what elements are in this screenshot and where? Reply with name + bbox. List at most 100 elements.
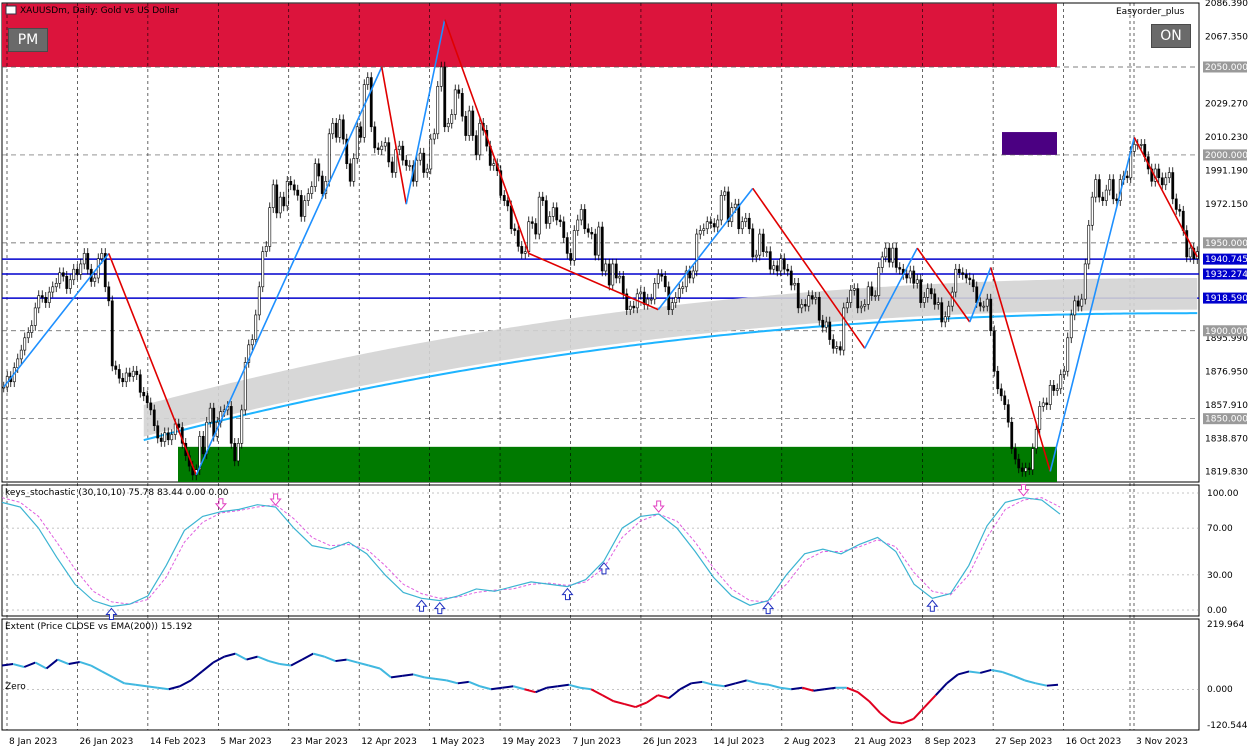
candle-body [824, 321, 828, 328]
candle-body [376, 147, 380, 150]
extent-segment [357, 661, 370, 667]
candle-body [121, 377, 125, 383]
candle-body [429, 138, 433, 170]
zigzag-segment [864, 247, 918, 349]
candle-body [544, 200, 548, 224]
extent-segment [435, 677, 447, 682]
candle-body [709, 221, 713, 224]
extent-segment [413, 673, 425, 679]
pm-button[interactable]: PM [8, 28, 48, 52]
zigzag-segment [1049, 137, 1136, 472]
candle-body [152, 409, 156, 427]
time-axis-label: 14 Feb 2023 [150, 737, 206, 747]
price-tag [1203, 268, 1247, 280]
candle-body [93, 277, 97, 282]
candle-body [149, 402, 153, 411]
candle-body [660, 274, 664, 277]
price-tag [1203, 149, 1247, 161]
candle-body [821, 319, 825, 328]
candle-body [285, 180, 289, 207]
zigzag-segment [405, 19, 446, 205]
candle-body [397, 145, 401, 150]
buy-arrow-icon [561, 587, 574, 601]
candle-body [793, 282, 797, 286]
candle-body [110, 300, 114, 367]
zigzag-segment [989, 267, 1052, 472]
candle-body [16, 358, 20, 368]
candle-body [1017, 458, 1021, 469]
candle-body [961, 272, 965, 275]
candle-body [1083, 263, 1087, 300]
candle-body [341, 119, 345, 140]
candle-body [632, 305, 636, 309]
candle-body [474, 135, 478, 156]
candle-body [936, 302, 940, 305]
extent-segment [579, 686, 592, 691]
candle-body [908, 270, 912, 279]
candle-body [814, 297, 818, 300]
candle-body [173, 423, 177, 435]
candle-body [698, 230, 702, 235]
time-axis-label: 21 Aug 2023 [854, 737, 912, 747]
extent-segment [379, 667, 392, 679]
candle-body [982, 305, 986, 308]
candle-body [117, 369, 121, 379]
candle-body [618, 275, 622, 279]
candle-body [446, 122, 450, 128]
on-button[interactable]: ON [1151, 24, 1191, 48]
extent-segment [90, 664, 103, 673]
candle-body [1101, 196, 1105, 201]
candle-body [639, 291, 643, 295]
time-axis-label: 26 Jan 2023 [79, 737, 133, 747]
extent-segment [768, 683, 781, 689]
extent-segment [135, 683, 147, 688]
extent-segment [368, 664, 381, 670]
candle-body [268, 207, 272, 247]
extent-segment [279, 663, 292, 667]
extent-segment [224, 652, 236, 658]
candle-body [978, 302, 982, 307]
extent-segment [668, 688, 681, 699]
candle-body [1160, 177, 1164, 186]
extent-segment [112, 676, 125, 685]
price-axis-label: 1876.950 [1205, 367, 1248, 377]
candle-body [26, 332, 30, 339]
candle-body [996, 370, 1000, 390]
candle-body [1108, 179, 1112, 191]
ema-band [143, 278, 1198, 437]
extent-segment [146, 685, 158, 689]
candle-body [257, 286, 261, 316]
extent-segment [879, 712, 892, 723]
candle-body [905, 274, 909, 279]
candle-body [345, 138, 349, 165]
extent-segment [702, 680, 714, 686]
candle-body [751, 228, 755, 258]
candle-body [1157, 168, 1161, 179]
candle-body [383, 142, 387, 147]
candle-body [1073, 300, 1077, 316]
candle-body [299, 195, 303, 217]
extent-segment [590, 688, 603, 697]
extent-segment [424, 676, 436, 680]
candle-body [863, 304, 867, 307]
candle-body [726, 191, 730, 223]
candle-body [548, 216, 552, 224]
candle-body [565, 237, 569, 254]
candle-body [663, 275, 667, 288]
candle-body [369, 77, 373, 128]
candle-body [859, 305, 863, 309]
candle-body [422, 152, 426, 173]
zigzag-segment [195, 66, 383, 476]
candle-body [1038, 406, 1042, 430]
candle-body [968, 277, 972, 281]
zigzag-segment [108, 253, 197, 476]
price-tag-label: 1850.000 [1205, 415, 1248, 425]
candle-body [835, 346, 839, 349]
chart-title: XAUUSDm, Daily: Gold vs US Dollar [20, 6, 179, 16]
candle-body [432, 133, 436, 140]
candle-body [1185, 230, 1189, 258]
candle-body [492, 163, 496, 166]
price-tag-label: 1940.745 [1205, 255, 1248, 265]
